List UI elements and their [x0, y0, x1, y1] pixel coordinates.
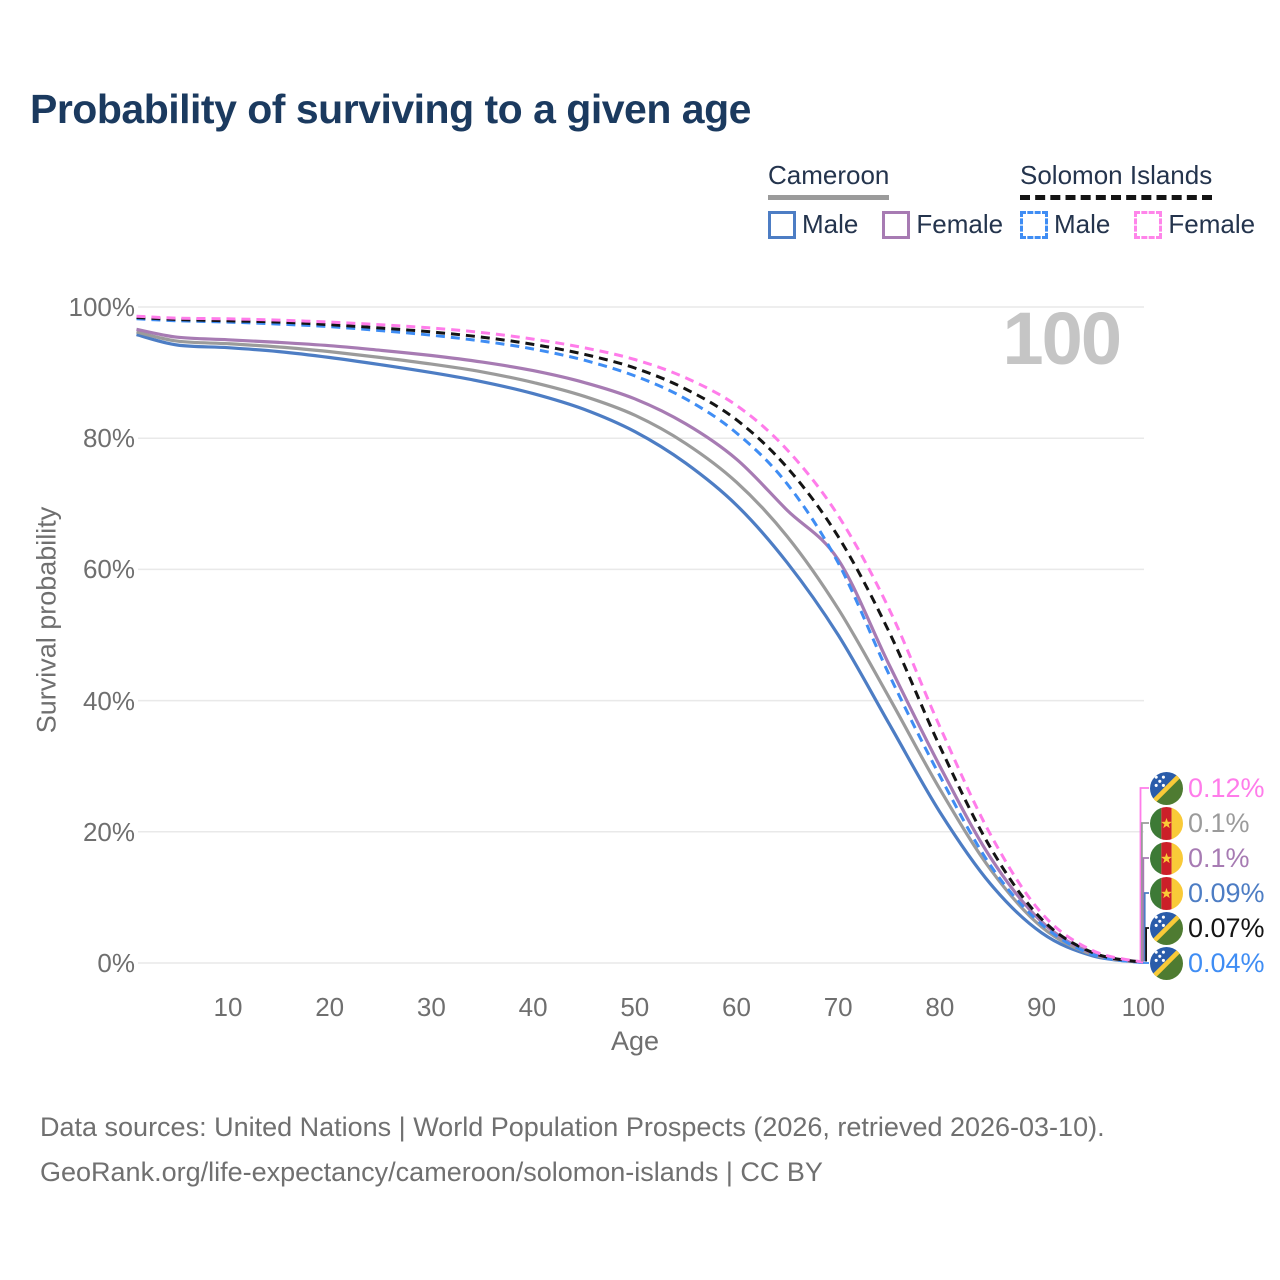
leader-line — [1139, 787, 1149, 962]
leader-line — [1141, 822, 1149, 962]
legend-item-solomon-islands-male[interactable]: Male — [1020, 209, 1110, 240]
cameroon-female-swatch-icon — [882, 210, 911, 239]
end-label-value: 0.04% — [1188, 947, 1265, 978]
y-tick-label: 100% — [68, 292, 136, 322]
cameroon-flag-icon — [1150, 806, 1183, 840]
x-tick-label: 80 — [925, 992, 955, 1022]
legend-label: Female — [1168, 209, 1256, 239]
series-line-solomon-islands-both-sexes-[interactable] — [136, 316, 1144, 964]
series-line-cameroon-both-sexes-[interactable] — [136, 330, 1144, 964]
end-label-value: 0.1% — [1188, 807, 1250, 838]
x-tick-label: 20 — [315, 992, 345, 1022]
series-lines — [136, 314, 1144, 965]
leader-lines — [1139, 787, 1149, 964]
gridlines — [138, 306, 1144, 964]
cameroon-flag-icon — [1150, 841, 1183, 875]
legend-label: Male — [802, 209, 859, 239]
end-label-value: 0.07% — [1188, 912, 1265, 943]
end-label-value: 0.1% — [1188, 842, 1250, 873]
y-tick-label: 40% — [82, 685, 135, 716]
leader-line — [1142, 857, 1149, 962]
x-tick-label: 30 — [416, 992, 446, 1022]
legend-items-solomon-islands: Male Female — [1020, 209, 1255, 240]
x-tick-label: 10 — [213, 992, 243, 1022]
series-line-solomon-islands-female[interactable] — [136, 314, 1144, 964]
x-tick-label: 50 — [620, 992, 650, 1022]
end-label-row: 0.12% — [1150, 771, 1265, 805]
x-tick-label: 90 — [1027, 992, 1057, 1022]
x-tick-label: 60 — [722, 992, 751, 1022]
solomon-islands-flag-icon — [1150, 771, 1183, 805]
y-tick-label: 60% — [82, 554, 135, 585]
solomon-islands-female-swatch-icon — [1134, 210, 1163, 239]
solomon-islands-flag-icon — [1150, 946, 1183, 980]
y-tick-label: 0% — [97, 948, 135, 978]
legend-label: Male — [1054, 209, 1111, 239]
x-axis-title: Age — [610, 1026, 660, 1056]
y-tick-label: 80% — [82, 423, 135, 454]
legend-label: Female — [916, 209, 1004, 239]
legend-item-cameroon-female[interactable]: Female — [882, 209, 1003, 240]
legend-group-solomon-islands: Solomon Islands Male Female — [1020, 160, 1255, 240]
legend-items-cameroon: Male Female — [768, 209, 1003, 240]
end-label-row: 0.04% — [1150, 946, 1265, 980]
legend-group-cameroon: Cameroon Male Female — [768, 160, 1003, 240]
x-tick-label: 70 — [823, 992, 853, 1022]
x-tick-label: 100 — [1121, 992, 1165, 1022]
series-line-cameroon-female[interactable] — [136, 327, 1144, 964]
legend-item-cameroon-male[interactable]: Male — [768, 209, 858, 240]
end-label-row: 0.1% — [1150, 841, 1250, 875]
legend-item-solomon-islands-female[interactable]: Female — [1134, 209, 1255, 240]
data-sources-text: Data sources: United Nations | World Pop… — [40, 1112, 1105, 1142]
end-label-value: 0.12% — [1188, 772, 1265, 803]
end-label-row: 0.07% — [1150, 911, 1265, 945]
cameroon-flag-icon — [1150, 876, 1183, 910]
solomon-islands-flag-icon — [1150, 911, 1183, 945]
series-line-solomon-islands-male[interactable] — [136, 317, 1144, 965]
solomon-islands-male-swatch-icon — [1020, 210, 1048, 239]
x-tick-label: 40 — [518, 992, 548, 1022]
page-title: Probability of surviving to a given age — [30, 86, 751, 132]
leader-line — [1145, 927, 1149, 962]
legend-header-cameroon: Cameroon — [768, 160, 890, 200]
legend-header-solomon-islands: Solomon Islands — [1020, 160, 1213, 200]
y-tick-label: 20% — [82, 816, 135, 847]
series-line-cameroon-male[interactable] — [136, 333, 1144, 964]
end-label-value: 0.09% — [1188, 877, 1265, 908]
leader-line — [1143, 892, 1149, 962]
attribution-text: GeoRank.org/life-expectancy/cameroon/sol… — [40, 1157, 823, 1187]
cameroon-male-swatch-icon — [768, 210, 796, 239]
end-label-row: 0.09% — [1150, 876, 1265, 910]
footer: Data sources: United Nations | World Pop… — [40, 1105, 1105, 1195]
end-label-row: 0.1% — [1150, 806, 1250, 840]
hovered-age-watermark: 100 — [1002, 297, 1122, 380]
